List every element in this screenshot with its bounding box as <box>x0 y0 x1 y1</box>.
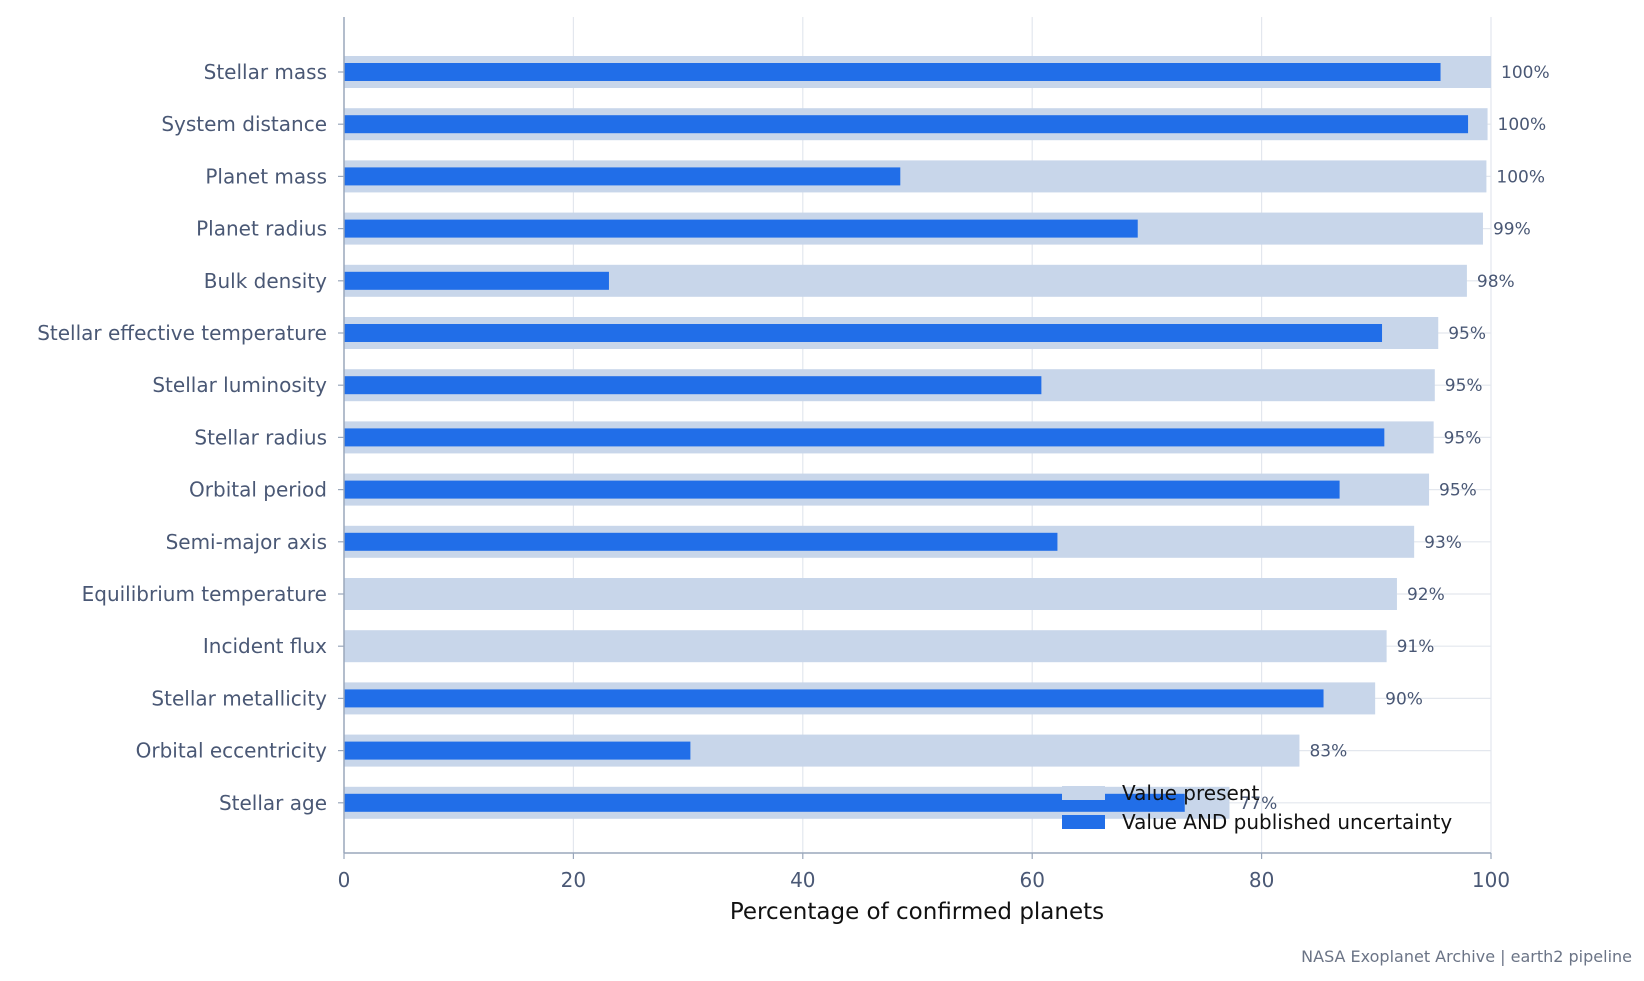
value-label: 100% <box>1501 63 1550 83</box>
bar-value-uncertainty-4 <box>344 271 609 290</box>
bar-value-uncertainty-5 <box>344 324 1383 342</box>
category-label: Orbital period <box>189 478 327 502</box>
category-label: Stellar mass <box>204 60 327 84</box>
x-tick-label-80: 80 <box>1249 868 1274 892</box>
x-tick-labels: 0 20 40 60 80 100 <box>338 853 1510 892</box>
value-label: 91% <box>1397 637 1435 657</box>
source-note: NASA Exoplanet Archive | earth2 pipeline <box>1301 947 1632 966</box>
value-label: 98% <box>1477 272 1515 292</box>
category-label: Stellar effective temperature <box>37 321 327 345</box>
category-label: Equilibrium temperature <box>82 582 327 606</box>
value-label: 90% <box>1385 689 1423 709</box>
value-label: 99% <box>1493 220 1531 240</box>
bar-value-present-11 <box>344 630 1387 663</box>
bar-value-uncertainty-14 <box>344 793 1185 812</box>
x-tick-label-0: 0 <box>338 868 351 892</box>
x-tick-label-60: 60 <box>1019 868 1044 892</box>
value-label: 100% <box>1496 167 1545 187</box>
value-label: 95% <box>1439 481 1477 501</box>
category-label: Orbital eccentricity <box>136 739 328 763</box>
legend-label-value-uncertainty: Value AND published uncertainty <box>1122 810 1452 834</box>
value-label: 77% <box>1239 794 1277 814</box>
bar-value-uncertainty-1 <box>344 115 1469 134</box>
legend-swatch-value-uncertainty <box>1062 815 1105 829</box>
value-label: 92% <box>1407 585 1445 605</box>
bar-value-uncertainty-12 <box>344 689 1324 708</box>
bar-value-uncertainty-0 <box>344 63 1441 81</box>
value-label: 100% <box>1498 115 1547 135</box>
value-label: 95% <box>1445 376 1483 396</box>
x-tick-label-20: 20 <box>561 868 586 892</box>
category-label: Semi-major axis <box>166 530 327 554</box>
bar-value-uncertainty-6 <box>344 376 1042 395</box>
legend: Value present Value AND published uncert… <box>1062 781 1452 834</box>
category-label: Incident flux <box>203 634 327 658</box>
category-label: Planet radius <box>196 217 327 241</box>
category-label: Stellar radius <box>194 425 327 449</box>
category-label: Planet mass <box>205 164 327 188</box>
bar-value-uncertainty-9 <box>344 532 1058 551</box>
category-label: Stellar age <box>219 791 327 815</box>
category-label: System distance <box>161 112 327 136</box>
legend-label-value-present: Value present <box>1122 781 1259 805</box>
bar-value-present-10 <box>344 578 1397 610</box>
legend-swatch-value-present <box>1062 786 1105 800</box>
category-label: Bulk density <box>204 269 327 293</box>
bar-value-uncertainty-2 <box>344 167 901 186</box>
x-axis-title: Percentage of confirmed planets <box>730 899 1104 925</box>
bars-group <box>344 56 1491 819</box>
bar-value-uncertainty-3 <box>344 219 1138 238</box>
value-labels: 100% 100% 100% 99% 98% 95% 95% 95% 95% 93% 92% 91% 9… <box>1239 63 1549 814</box>
bar-value-uncertainty-7 <box>344 428 1385 447</box>
x-tick-label-40: 40 <box>790 868 815 892</box>
bar-value-uncertainty-8 <box>344 480 1340 499</box>
axes <box>343 17 1491 854</box>
bar-value-uncertainty-13 <box>344 741 691 760</box>
value-label: 95% <box>1448 324 1486 344</box>
category-labels: Stellar mass System distance Planet mass Pl… <box>37 60 344 815</box>
value-label: 93% <box>1424 533 1462 553</box>
category-label: Stellar metallicity <box>151 686 327 710</box>
x-tick-label-100: 100 <box>1472 868 1510 892</box>
value-label: 83% <box>1309 742 1347 762</box>
category-label: Stellar luminosity <box>152 373 327 397</box>
value-label: 95% <box>1444 428 1482 448</box>
